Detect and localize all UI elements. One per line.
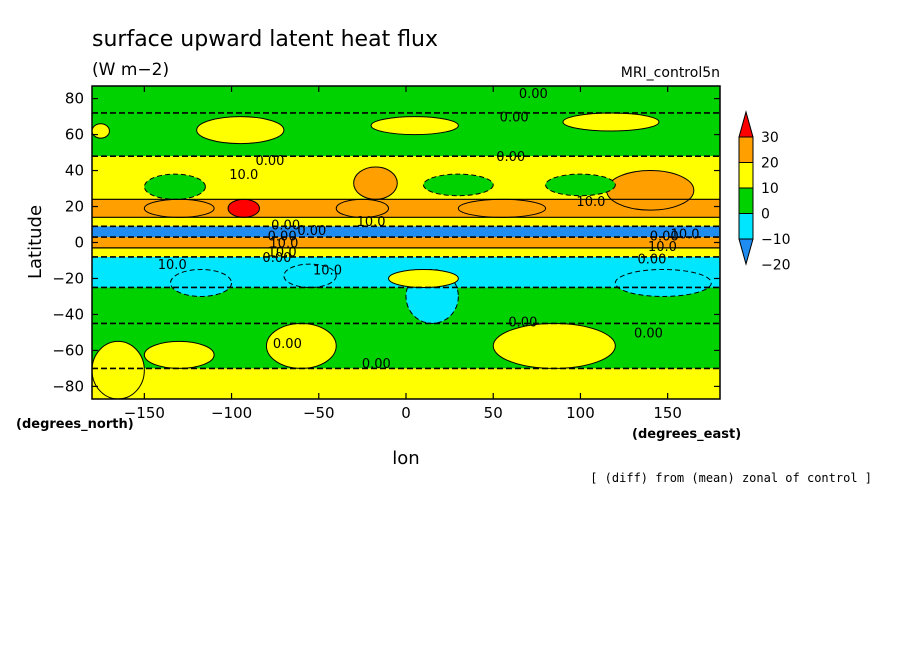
x-tick-label: 100 (566, 404, 595, 422)
colorbar-label: −10 (761, 232, 791, 248)
contour-labels: 0.000.000.000.0010.010.010.00.000.000.00… (158, 87, 700, 372)
x-tick-label: −100 (211, 404, 252, 422)
contour-label: 0.00 (255, 154, 284, 169)
colorbar: −20 −10 0 10 20 30 (738, 110, 791, 274)
footnote: [ (diff) from (mean) zonal of control ] (590, 471, 872, 485)
contour-label: 0.00 (650, 229, 679, 244)
zonal-band-7 (92, 217, 720, 227)
contour-lines (92, 112, 720, 370)
flux-feature-9 (196, 116, 285, 145)
y-tick-label: −80 (52, 377, 84, 395)
contour-label: 0.00 (519, 87, 548, 102)
y-tick-label: −20 (52, 269, 84, 287)
zonal-band-5 (92, 237, 720, 248)
contour-label: 10.0 (357, 215, 386, 230)
y-axis-title: Latitude (25, 205, 46, 279)
y-tick-label: 80 (65, 90, 84, 108)
y-tick-label: 60 (65, 126, 84, 144)
x-tick-label: 50 (484, 404, 503, 422)
colorbar-arrow-top (738, 110, 754, 138)
x-axis-ticks: −150 −100 −50 0 50 100 150 (124, 86, 682, 422)
contour-label: 0.00 (271, 219, 300, 234)
contour-label: 10.0 (269, 237, 298, 252)
x-axis-title: lon (392, 448, 419, 469)
colorbar-label: 10 (761, 181, 779, 197)
flux-feature-15 (614, 268, 712, 297)
y-tick-label: −40 (52, 305, 84, 323)
flux-feature-7 (422, 173, 494, 197)
contour-label: 0.00 (297, 224, 326, 239)
contour-label: 0.00 (273, 337, 302, 352)
y-axis-ticks: −80 −60 −40 −20 0 20 40 60 80 (52, 90, 720, 395)
flux-feature-4 (606, 170, 695, 211)
colorbar-label: 30 (761, 130, 779, 146)
flux-feature-11 (562, 112, 660, 132)
x-tick-label: 0 (401, 404, 411, 422)
colorbar-label: −20 (761, 258, 791, 274)
flux-feature-5 (353, 166, 398, 200)
contour-label: 0.00 (262, 251, 291, 266)
contour-label: 10.0 (671, 228, 700, 243)
plot-area (92, 86, 720, 399)
x-unit-note: (degrees_east) (632, 427, 741, 442)
contour-label: 0.00 (500, 111, 529, 126)
flux-feature-12 (92, 123, 110, 139)
y-tick-label: 40 (65, 162, 84, 180)
flux-feature-21 (388, 268, 459, 288)
x-tick-label: 150 (653, 404, 682, 422)
colorbar-label: 0 (761, 207, 770, 223)
y-tick-label: 20 (65, 198, 84, 216)
flux-feature-20 (143, 340, 215, 369)
flux-feature-3 (457, 198, 547, 218)
flux-feature-0 (227, 198, 260, 218)
chart-title: surface upward latent heat flux (92, 27, 438, 52)
flux-feature-6 (143, 173, 206, 200)
contour-label: 10.0 (158, 258, 187, 273)
zonal-band-4 (92, 247, 720, 257)
contour-label: 0.00 (496, 150, 525, 165)
colorbar-label: 20 (761, 156, 779, 172)
x-tick-label: −150 (124, 404, 165, 422)
dataset-name: MRI_control5n (621, 65, 720, 81)
contour-label: 10.0 (268, 245, 297, 260)
contour-label: 10.0 (576, 195, 605, 210)
colorbar-swatch-3 (738, 213, 754, 240)
flux-feature-16 (283, 263, 337, 288)
contour-label: 10.0 (648, 240, 677, 255)
flux-feature-8 (545, 173, 616, 197)
flux-feature-17 (92, 340, 145, 399)
contour-label: 0.00 (637, 253, 666, 268)
colorbar-swatch-2 (738, 187, 754, 214)
contour-label: 0.00 (634, 326, 663, 341)
flux-feature-14 (170, 268, 233, 297)
colorbar-swatch-0 (738, 136, 754, 163)
colorbar-arrow-bottom (738, 238, 754, 266)
x-tick-label: −50 (303, 404, 335, 422)
colorbar-swatch-1 (738, 162, 754, 189)
contour-label: 10.0 (229, 168, 258, 183)
flux-feature-10 (370, 116, 459, 136)
flux-feature-1 (143, 198, 215, 218)
contour-label: 0.00 (508, 316, 537, 331)
y-unit-note: (degrees_north) (16, 417, 134, 432)
contour-label: 0.00 (362, 357, 391, 372)
chart-units: (W m−2) (92, 60, 169, 80)
y-tick-label: −60 (52, 341, 84, 359)
contour-label: 10.0 (313, 263, 342, 278)
zonal-band-6 (92, 226, 720, 238)
contour-label: 0.00 (268, 229, 297, 244)
y-tick-label: 0 (74, 234, 84, 252)
